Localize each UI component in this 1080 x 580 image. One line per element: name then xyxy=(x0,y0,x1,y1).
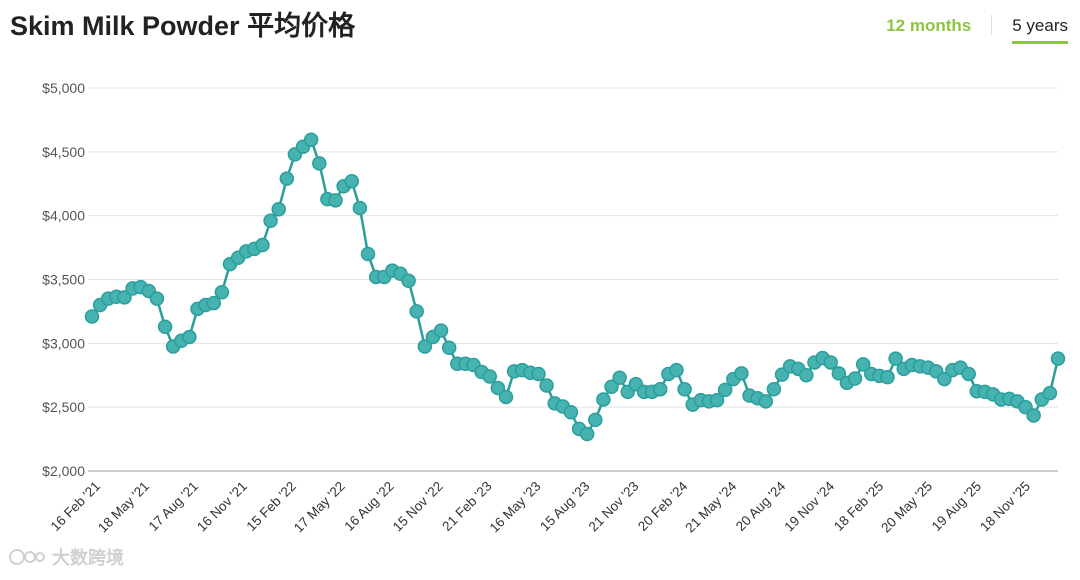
data-point[interactable] xyxy=(531,366,546,382)
data-point[interactable] xyxy=(823,355,838,370)
data-point[interactable] xyxy=(937,371,952,387)
y-tick-label: $4,000 xyxy=(42,208,85,224)
tab-divider xyxy=(991,15,993,35)
data-point[interactable] xyxy=(214,285,230,300)
data-point[interactable] xyxy=(766,382,782,397)
data-point[interactable] xyxy=(563,405,579,420)
data-point[interactable] xyxy=(441,340,457,356)
y-tick-label: $3,500 xyxy=(42,272,85,288)
data-point[interactable] xyxy=(880,369,895,385)
data-point[interactable] xyxy=(758,394,774,409)
logo-icon xyxy=(9,549,45,565)
data-point[interactable] xyxy=(1042,385,1058,401)
x-tick-label: 17 Aug '21 xyxy=(146,479,201,534)
series-line-layer xyxy=(90,138,1060,436)
data-point[interactable] xyxy=(1050,351,1066,366)
range-tabs: 12 months 5 years xyxy=(886,14,1068,44)
data-point[interactable] xyxy=(271,202,286,217)
tab-5-years[interactable]: 5 years xyxy=(1012,14,1068,44)
y-tick-label: $4,500 xyxy=(42,144,85,160)
x-tick-label: 21 Nov '23 xyxy=(586,479,642,535)
data-point[interactable] xyxy=(255,237,270,253)
data-point[interactable] xyxy=(588,412,603,428)
y-tick-label: $5,000 xyxy=(42,80,85,96)
data-point[interactable] xyxy=(1026,408,1041,423)
data-point[interactable] xyxy=(612,370,627,386)
x-tick-label: 19 Aug '25 xyxy=(929,479,984,534)
data-point[interactable] xyxy=(328,193,343,208)
x-tick-label: 20 May '25 xyxy=(878,479,935,536)
data-point[interactable] xyxy=(717,382,733,398)
data-point[interactable] xyxy=(360,246,376,262)
data-point[interactable] xyxy=(498,389,514,405)
series-points xyxy=(84,132,1066,442)
data-point[interactable] xyxy=(417,339,433,354)
data-point[interactable] xyxy=(888,351,903,366)
y-tick-label: $2,000 xyxy=(42,463,85,479)
data-point[interactable] xyxy=(539,378,554,393)
data-point[interactable] xyxy=(303,132,319,147)
data-point[interactable] xyxy=(961,366,976,382)
data-point[interactable] xyxy=(312,156,327,171)
x-tick-label: 16 May '23 xyxy=(487,479,544,536)
data-point[interactable] xyxy=(344,173,360,189)
data-point[interactable] xyxy=(149,291,165,306)
data-point[interactable] xyxy=(206,295,222,311)
series-line xyxy=(90,138,1060,436)
data-point[interactable] xyxy=(579,426,595,442)
data-point[interactable] xyxy=(263,213,278,229)
x-tick-label: 20 Aug '24 xyxy=(733,478,789,534)
x-tick-label: 18 May '21 xyxy=(95,479,152,536)
y-axis-ticks: $2,000 $2,500 $3,000 $3,500 $4,000 $4,500 $5,0… xyxy=(42,80,85,479)
data-point[interactable] xyxy=(84,309,100,324)
data-point[interactable] xyxy=(352,200,368,216)
data-point[interactable] xyxy=(117,290,132,305)
data-point[interactable] xyxy=(677,382,692,397)
data-point[interactable] xyxy=(409,304,424,319)
y-tick-label: $2,500 xyxy=(42,399,85,415)
data-point[interactable] xyxy=(433,323,449,338)
x-tick-label: 16 Aug '22 xyxy=(341,479,396,534)
x-tick-label: 16 Nov '21 xyxy=(194,479,250,535)
x-tick-label: 19 Nov '24 xyxy=(781,478,837,534)
data-point[interactable] xyxy=(652,382,668,397)
x-tick-label: 17 May '22 xyxy=(291,479,348,536)
tab-12-months[interactable]: 12 months xyxy=(886,16,972,35)
data-point[interactable] xyxy=(482,369,498,384)
data-point[interactable] xyxy=(490,380,506,396)
data-point[interactable] xyxy=(669,362,684,378)
data-point[interactable] xyxy=(855,357,871,372)
data-point[interactable] xyxy=(182,329,197,345)
data-point[interactable] xyxy=(734,366,749,381)
chart-title: Skim Milk Powder 平均价格 xyxy=(10,11,356,41)
data-point[interactable] xyxy=(596,392,611,407)
watermark-text: 大数跨境 xyxy=(52,548,124,568)
data-point[interactable] xyxy=(799,368,814,383)
data-point[interactable] xyxy=(401,273,416,289)
x-tick-label: 18 Nov '25 xyxy=(977,479,1033,535)
watermark: 大数跨境 xyxy=(8,544,124,570)
x-tick-label: 15 Nov '22 xyxy=(390,479,446,535)
data-point[interactable] xyxy=(279,171,295,186)
data-point[interactable] xyxy=(831,366,847,381)
data-point[interactable] xyxy=(709,392,725,408)
x-tick-label: 21 May '24 xyxy=(682,478,739,535)
data-point[interactable] xyxy=(157,319,173,334)
x-tick-label: 15 Aug '23 xyxy=(537,479,592,534)
data-point[interactable] xyxy=(847,371,863,386)
data-point[interactable] xyxy=(604,379,619,394)
y-tick-label: $3,000 xyxy=(42,335,85,351)
